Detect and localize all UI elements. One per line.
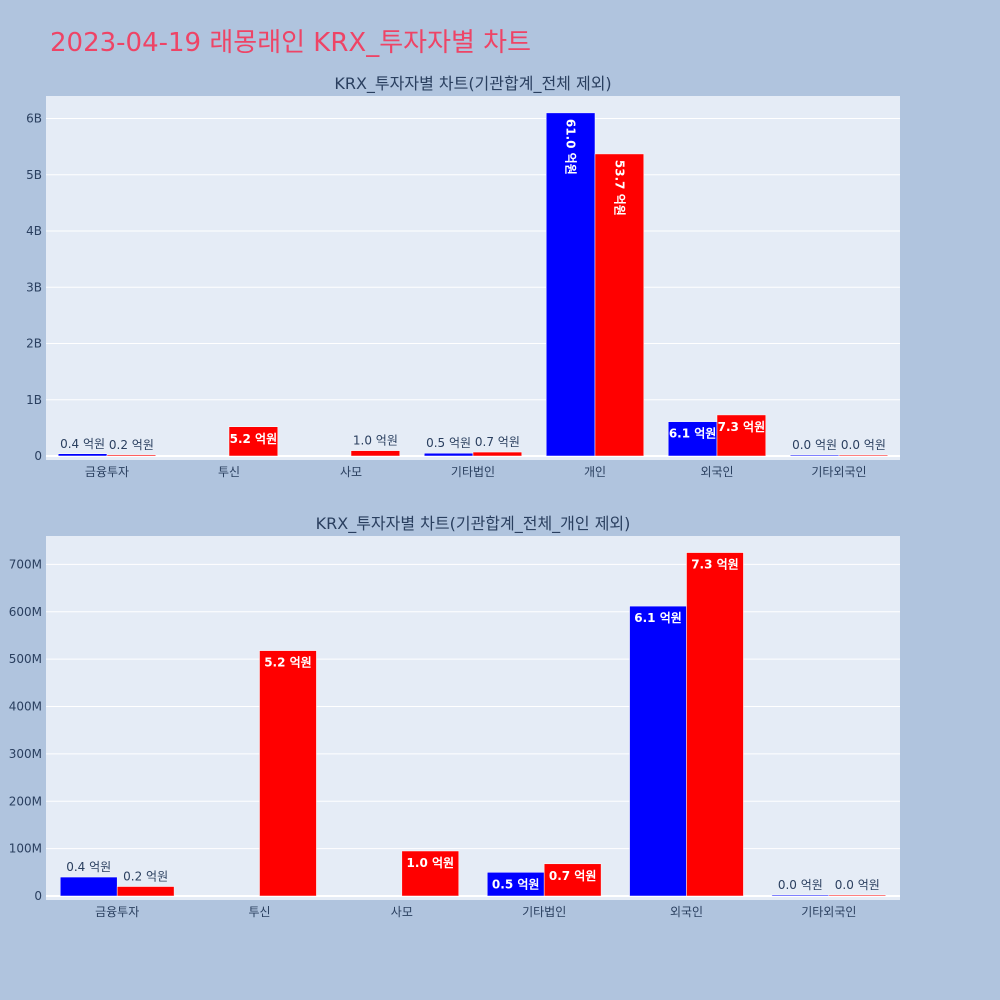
bar: [789, 454, 840, 457]
data-label: 0.0 억원: [835, 878, 880, 892]
y-tick-label: 700M: [9, 557, 42, 571]
y-tick-label: 5B: [26, 168, 42, 182]
data-label: 1.0 억원: [353, 434, 398, 448]
y-tick-label: 100M: [9, 842, 42, 856]
data-label: 0.0 억원: [778, 878, 823, 892]
y-tick-label: 500M: [9, 652, 42, 666]
data-label: 0.7 억원: [549, 869, 597, 883]
data-label: 6.1 억원: [669, 427, 717, 441]
chart-title: KRX_투자자별 차트(기관합계_전체_개인 제외): [316, 514, 631, 534]
data-label: 7.3 억원: [718, 420, 766, 434]
bar: [594, 153, 645, 457]
bar: [228, 426, 279, 457]
data-label: 6.1 억원: [634, 611, 682, 625]
data-label: 0.4 억원: [60, 437, 105, 451]
bar: [838, 454, 889, 457]
x-tick-label: 투신: [218, 465, 240, 479]
plot-area: [46, 536, 900, 900]
data-label: 5.2 억원: [230, 432, 278, 446]
bar: [629, 605, 687, 897]
page-title: 2023-04-19 래몽래인 KRX_투자자별 차트: [50, 28, 532, 58]
data-label: 53.7 억원: [612, 160, 626, 216]
x-tick-label: 기타법인: [451, 465, 495, 479]
bar: [828, 894, 887, 897]
y-tick-label: 6B: [26, 112, 42, 126]
data-label: 1.0 억원: [407, 856, 455, 870]
y-tick-label: 300M: [9, 747, 42, 761]
y-tick-label: 4B: [26, 224, 42, 238]
y-tick-label: 0: [34, 449, 42, 463]
bar: [686, 552, 744, 897]
data-label: 0.2 억원: [123, 870, 168, 884]
x-tick-label: 기타외국인: [811, 465, 866, 479]
data-label: 0.0 억원: [792, 438, 837, 452]
chart-bottom: KRX_투자자별 차트(기관합계_전체_개인 제외) 0 100M 200M 300M 4…: [9, 514, 900, 919]
chart-top: KRX_투자자별 차트(기관합계_전체 제외) 0 1B 2B 3B 4B 5B 6B 금융투자…: [26, 74, 900, 479]
bar: [106, 454, 157, 457]
x-tick-label: 외국인: [670, 905, 703, 919]
bar: [472, 451, 523, 457]
bar: [543, 863, 602, 897]
plot-area: [46, 96, 900, 460]
bar: [116, 886, 175, 897]
data-label: 0.4 억원: [66, 860, 111, 874]
x-tick-label: 사모: [340, 465, 362, 479]
bar: [57, 453, 108, 457]
x-tick-label: 사모: [391, 905, 413, 919]
bar: [716, 414, 767, 457]
y-tick-label: 0: [34, 889, 42, 903]
y-tick-label: 400M: [9, 700, 42, 714]
data-label: 0.5 억원: [492, 877, 540, 891]
y-tick-label: 200M: [9, 794, 42, 808]
x-tick-label: 외국인: [700, 465, 733, 479]
y-tick-label: 600M: [9, 605, 42, 619]
x-tick-label: 금융투자: [95, 905, 139, 919]
x-tick-label: 기타법인: [522, 905, 566, 919]
bar: [350, 450, 401, 457]
data-label: 5.2 억원: [264, 656, 312, 670]
bar: [401, 850, 460, 897]
x-tick-label: 금융투자: [85, 465, 129, 479]
y-tick-label: 2B: [26, 337, 42, 351]
bar: [59, 876, 118, 897]
chart-title: KRX_투자자별 차트(기관합계_전체 제외): [334, 74, 611, 94]
data-label: 0.2 억원: [109, 438, 154, 452]
bar: [259, 650, 317, 897]
data-label: 0.5 억원: [426, 436, 471, 450]
data-label: 0.7 억원: [475, 435, 520, 449]
data-label: 61.0 억원: [564, 119, 578, 175]
y-tick-label: 1B: [26, 393, 42, 407]
bar: [545, 112, 596, 457]
bar: [771, 894, 830, 897]
bar: [667, 421, 718, 457]
y-tick-label: 3B: [26, 280, 42, 294]
data-label: 0.0 억원: [841, 438, 886, 452]
bar: [423, 452, 474, 457]
x-tick-label: 기타외국인: [801, 905, 856, 919]
x-tick-label: 투신: [248, 905, 270, 919]
data-label: 7.3 억원: [691, 558, 739, 572]
x-tick-label: 개인: [584, 465, 606, 479]
